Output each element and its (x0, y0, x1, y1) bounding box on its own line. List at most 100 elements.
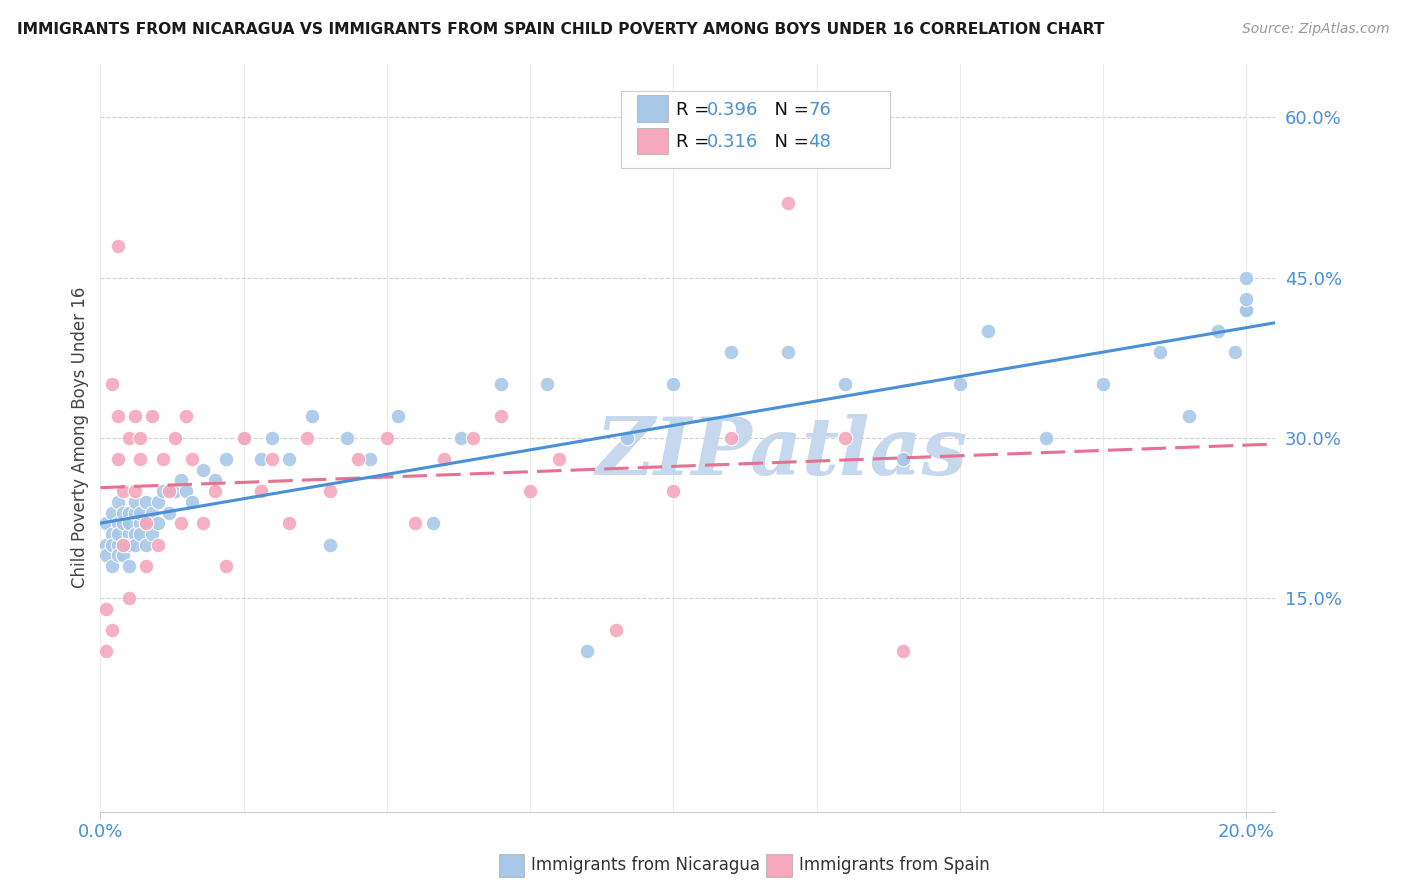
Point (181, 452, 204, 467)
Point (278, 516, 301, 531)
Point (107, 238, 129, 252)
Point (1234, 270, 1257, 285)
Point (450, 431, 472, 445)
Point (249, 484, 271, 499)
Point (891, 644, 914, 658)
Text: N =: N = (763, 133, 815, 151)
Point (146, 495, 169, 509)
Point (112, 506, 135, 520)
Point (118, 431, 141, 445)
Point (101, 623, 124, 637)
Point (129, 431, 152, 445)
Point (422, 516, 444, 531)
Point (318, 538, 340, 552)
Point (193, 463, 215, 477)
Point (163, 484, 186, 499)
Point (135, 516, 157, 531)
Point (232, 431, 254, 445)
Point (129, 452, 152, 467)
Point (112, 484, 135, 499)
Point (204, 484, 226, 499)
Point (146, 516, 169, 531)
Point (949, 377, 972, 392)
Point (118, 538, 141, 552)
Point (118, 506, 141, 520)
Point (387, 409, 409, 424)
Point (135, 558, 157, 573)
Point (152, 484, 174, 499)
Point (135, 495, 157, 509)
Point (152, 452, 174, 467)
Point (112, 548, 135, 562)
Point (891, 452, 914, 467)
Point (124, 495, 146, 509)
Point (359, 452, 381, 467)
Point (107, 538, 129, 552)
Point (262, 431, 284, 445)
Point (1149, 345, 1171, 359)
Point (375, 431, 398, 445)
Text: Immigrants from Nicaragua: Immigrants from Nicaragua (531, 856, 761, 874)
Point (124, 484, 146, 499)
Point (135, 516, 157, 531)
Point (1223, 345, 1246, 359)
Point (834, 431, 856, 445)
Point (1092, 377, 1115, 392)
Text: Source: ZipAtlas.com: Source: ZipAtlas.com (1241, 22, 1389, 37)
Point (124, 506, 146, 520)
Point (295, 431, 318, 445)
Point (278, 452, 301, 467)
Text: ZIPatlas: ZIPatlas (596, 414, 967, 491)
Point (107, 527, 129, 541)
Text: N =: N = (763, 101, 815, 119)
Point (169, 474, 191, 488)
Text: 0.316: 0.316 (707, 133, 758, 151)
Text: 0.396: 0.396 (707, 101, 759, 119)
Point (124, 538, 146, 552)
Point (94, 548, 117, 562)
Point (215, 452, 238, 467)
Point (720, 345, 742, 359)
Point (662, 484, 685, 499)
Point (157, 484, 180, 499)
Point (491, 377, 513, 392)
Point (107, 548, 129, 562)
Text: 76: 76 (808, 101, 831, 119)
Point (118, 516, 141, 531)
Point (232, 431, 254, 445)
Point (1035, 431, 1057, 445)
Y-axis label: Child Poverty Among Boys Under 16: Child Poverty Among Boys Under 16 (72, 287, 89, 589)
Point (1234, 292, 1257, 306)
Point (101, 377, 124, 392)
Point (547, 452, 569, 467)
Point (101, 558, 124, 573)
Point (318, 484, 340, 499)
Point (141, 409, 163, 424)
Point (101, 527, 124, 541)
Point (576, 644, 599, 658)
Point (204, 474, 226, 488)
Text: 48: 48 (808, 133, 831, 151)
Point (94, 516, 117, 531)
Point (107, 495, 129, 509)
Point (129, 506, 152, 520)
Point (776, 345, 799, 359)
Point (118, 591, 141, 605)
Point (101, 506, 124, 520)
Point (336, 431, 359, 445)
Point (107, 409, 129, 424)
Point (347, 452, 370, 467)
Point (124, 409, 146, 424)
Point (262, 452, 284, 467)
Point (135, 538, 157, 552)
Text: Immigrants from Spain: Immigrants from Spain (799, 856, 990, 874)
Point (94, 644, 117, 658)
Point (163, 431, 186, 445)
Point (146, 538, 169, 552)
Point (519, 484, 541, 499)
Point (157, 506, 180, 520)
Point (1178, 409, 1201, 424)
Point (1234, 302, 1257, 317)
Point (1234, 302, 1257, 317)
Point (176, 484, 198, 499)
